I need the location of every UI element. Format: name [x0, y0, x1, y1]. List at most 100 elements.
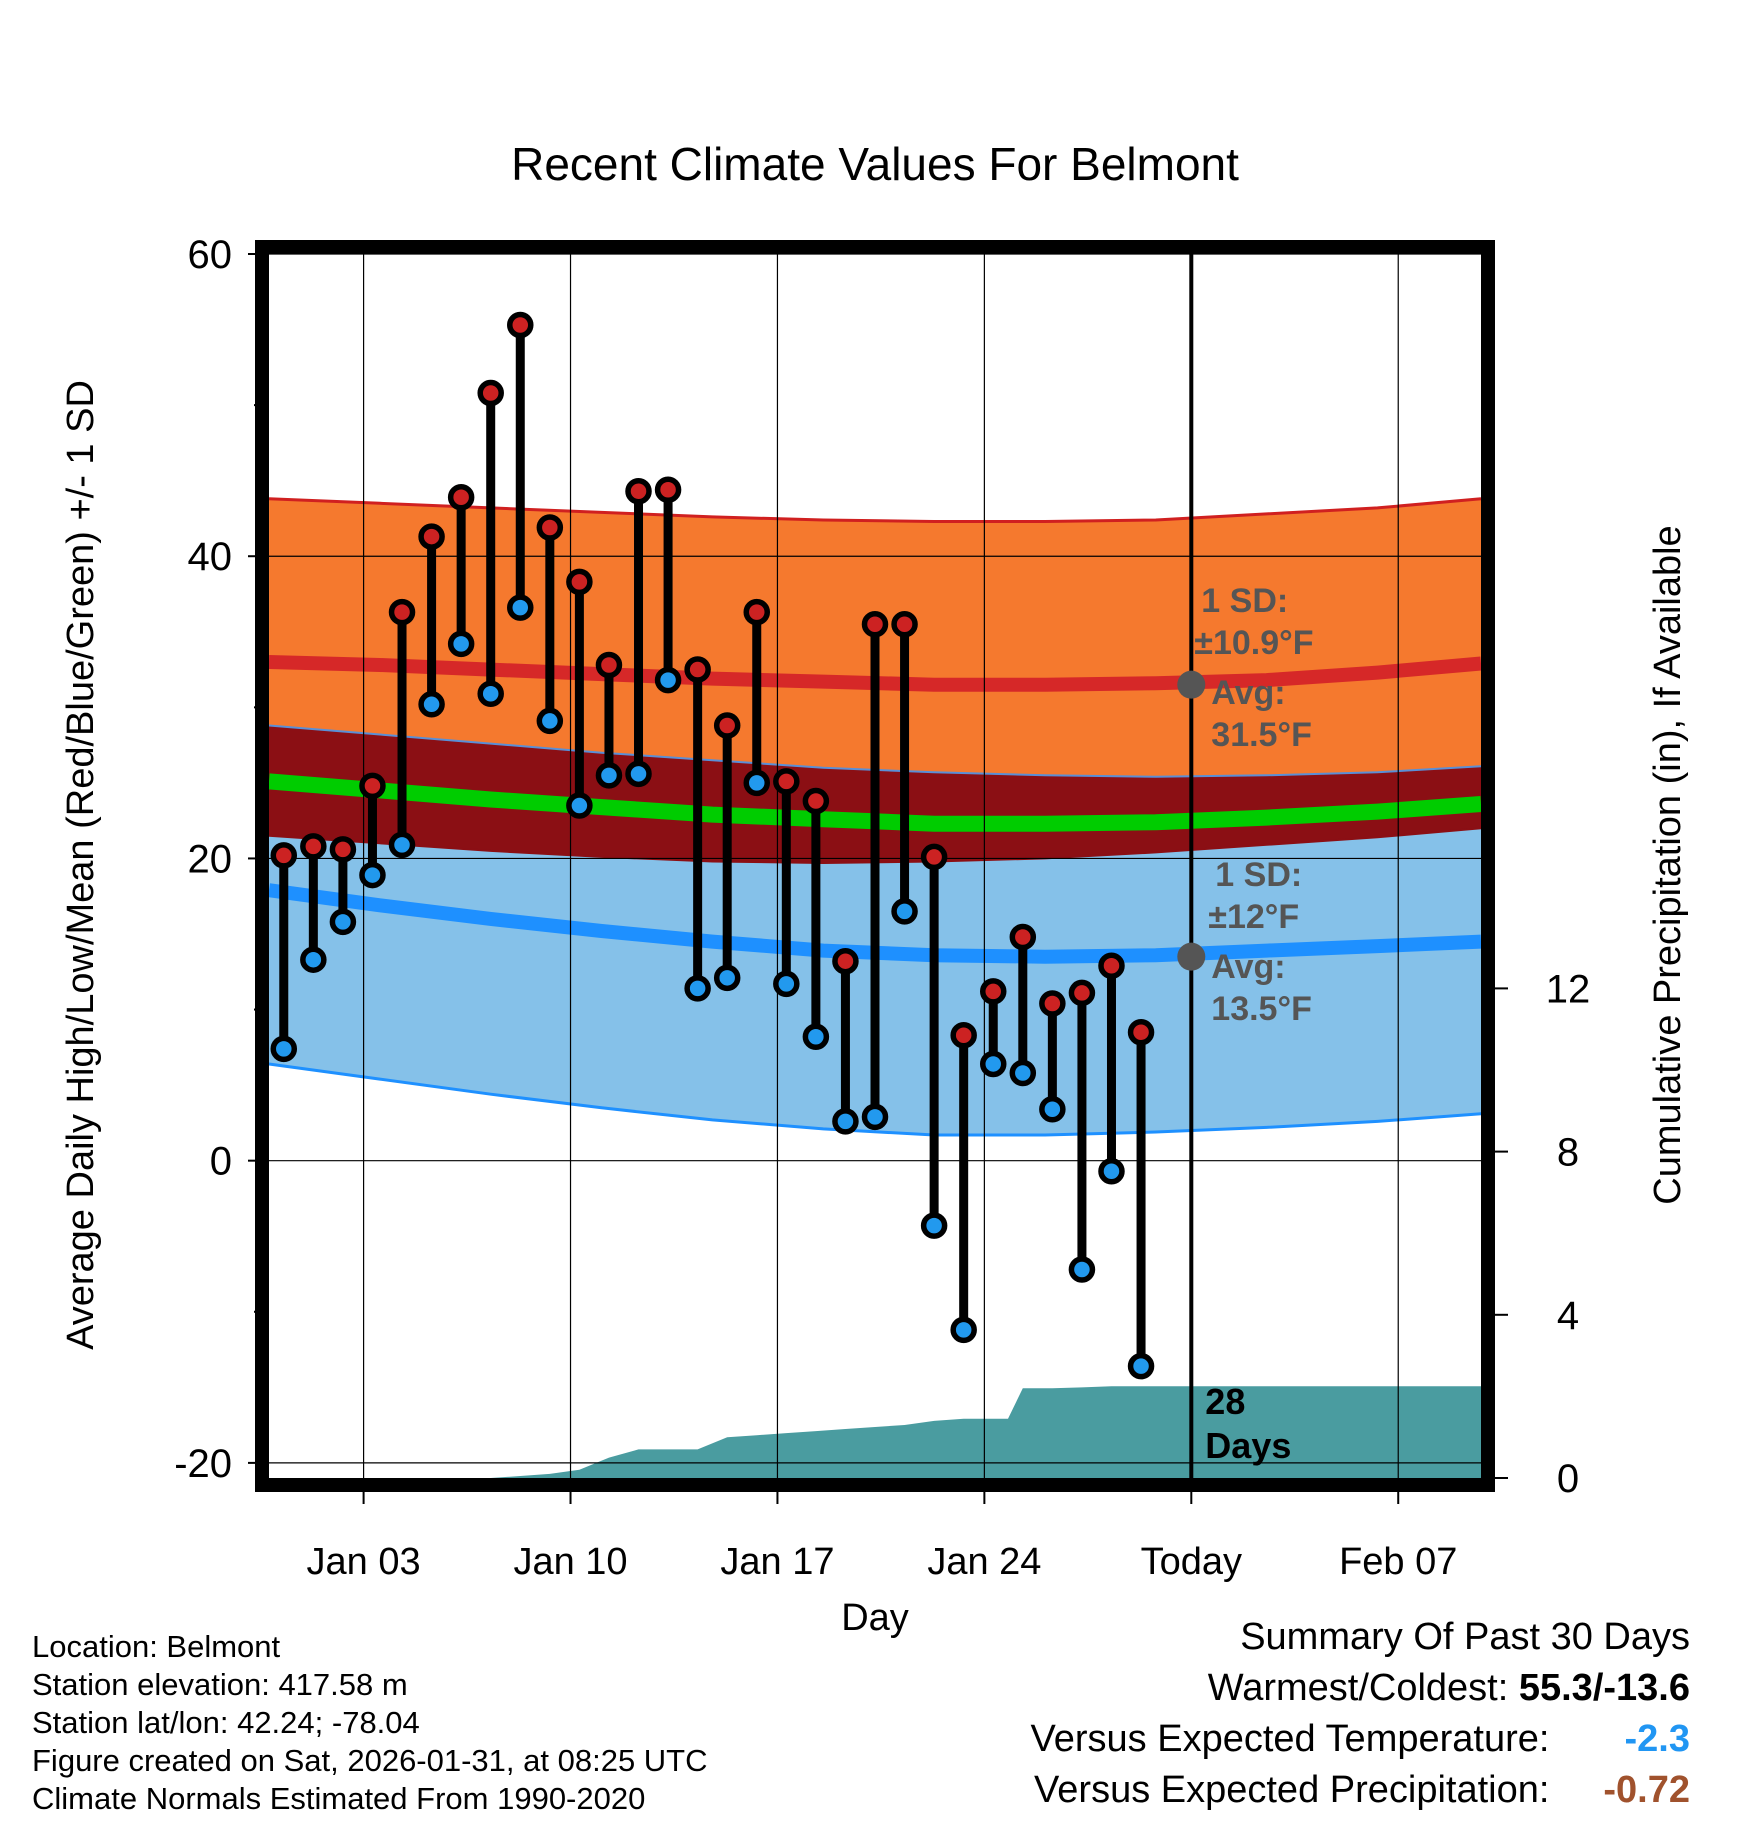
high-point	[447, 484, 475, 511]
x-tick-label: Jan 17	[720, 1541, 834, 1583]
y2-tick-label: 8	[1557, 1131, 1579, 1175]
low-point	[684, 975, 711, 1002]
y-tick-label: 40	[188, 535, 233, 579]
low-point	[329, 908, 357, 936]
precip-days-label: Days	[1205, 1425, 1291, 1466]
low-point	[861, 1103, 889, 1131]
plot-frame	[255, 240, 1495, 1492]
low-point	[388, 831, 416, 859]
low-point	[1009, 1059, 1037, 1087]
low-point	[891, 898, 918, 925]
low-point	[1039, 1096, 1066, 1123]
high-point	[625, 477, 652, 505]
high-point	[507, 311, 534, 339]
high-point	[802, 787, 830, 815]
high-point	[654, 476, 682, 503]
temp-label: Versus Expected Temperature:	[1030, 1718, 1550, 1760]
precip-label: Versus Expected Precipitation:	[1034, 1769, 1550, 1811]
low-avg-value: 13.5°F	[1211, 990, 1312, 1028]
warm-cold-label: Warmest/Coldest:	[1207, 1667, 1509, 1709]
temp-value: -2.3	[1624, 1718, 1690, 1760]
latlon-text: Station lat/lon: 42.24; -78.04	[32, 1705, 420, 1740]
low-minus-sd-line	[268, 1062, 1482, 1137]
low-point	[743, 769, 771, 797]
y2-tick-label: 0	[1557, 1457, 1579, 1501]
high-point	[743, 598, 771, 626]
high-point	[359, 772, 386, 800]
y-tick-label: 20	[188, 837, 233, 881]
high-point	[388, 598, 416, 626]
x-tick-label: Jan 03	[307, 1541, 421, 1583]
low-point	[270, 1035, 298, 1063]
y2-tick-label: 12	[1546, 967, 1591, 1011]
high-point	[329, 836, 357, 863]
precip-row: Versus Expected Precipitation: -0.72	[1031, 1765, 1690, 1816]
low-point	[713, 964, 741, 992]
high-point	[773, 768, 800, 795]
y-tick-label: -20	[174, 1442, 232, 1486]
y-tick-label: 0	[210, 1140, 232, 1184]
high-avg-label: Avg:	[1211, 674, 1285, 712]
high-point	[536, 514, 564, 541]
high-point	[920, 843, 948, 871]
low-point	[595, 762, 623, 789]
warm-cold-value: 55.3/-13.6	[1518, 1667, 1690, 1709]
high-point	[861, 610, 889, 638]
high-point	[1068, 979, 1096, 1007]
low-point	[1068, 1256, 1096, 1283]
chart-title: Recent Climate Values For Belmont	[511, 138, 1239, 190]
low-point	[979, 1050, 1007, 1078]
low-point	[1098, 1157, 1125, 1185]
high-plus-sd-line	[268, 497, 1482, 523]
y-axis-label-left: Average Daily High/Low/Mean (Red/Blue/Gr…	[60, 380, 102, 1350]
x-tick-label: Today	[1141, 1541, 1242, 1583]
low-sd-label: 1 SD:	[1215, 856, 1302, 894]
high-point	[1009, 923, 1037, 951]
temp-row: Versus Expected Temperature: -2.3	[1031, 1714, 1690, 1765]
high-point	[1127, 1018, 1155, 1046]
low-point	[507, 594, 534, 621]
low-point	[654, 666, 682, 694]
elevation-text: Station elevation: 417.58 m	[32, 1667, 408, 1702]
low-point	[477, 680, 504, 707]
low-point	[832, 1108, 859, 1135]
low-point	[418, 691, 445, 718]
low-point	[920, 1212, 948, 1239]
high-point	[418, 523, 445, 550]
x-tick-label: Jan 10	[513, 1541, 627, 1583]
low-point	[1127, 1352, 1155, 1380]
warm-cold-row: Warmest/Coldest: 55.3/-13.6	[1031, 1663, 1690, 1714]
x-tick-label: Feb 07	[1339, 1541, 1457, 1583]
low-point	[950, 1316, 977, 1344]
low-point	[773, 970, 800, 998]
location-text: Location: Belmont	[32, 1629, 281, 1664]
high-avg-value: 31.5°F	[1211, 716, 1312, 754]
high-point	[950, 1021, 977, 1049]
low-point	[447, 630, 475, 658]
x-axis-label: Day	[841, 1597, 909, 1639]
low-avg-label: Avg:	[1211, 948, 1285, 986]
summary-panel: Summary Of Past 30 Days Warmest/Coldest:…	[1031, 1612, 1690, 1816]
normals-text: Climate Normals Estimated From 1990-2020	[32, 1781, 646, 1816]
summary-title: Summary Of Past 30 Days	[1240, 1616, 1690, 1658]
low-point	[802, 1023, 830, 1051]
high-sd-value: ±10.9°F	[1194, 624, 1313, 662]
high-point	[566, 568, 593, 596]
high-point	[684, 656, 711, 683]
low-avg-marker	[1177, 942, 1206, 971]
low-point	[300, 946, 327, 973]
high-point	[1039, 990, 1066, 1017]
station-info: Location: Belmont Station elevation: 417…	[32, 1628, 708, 1818]
high-point	[270, 842, 298, 869]
high-point	[891, 610, 918, 638]
high-point	[832, 947, 859, 975]
x-tick-label: Jan 24	[927, 1541, 1041, 1583]
high-point	[713, 712, 741, 739]
precip-days-number: 28	[1205, 1381, 1245, 1422]
y-tick-label: 60	[188, 233, 233, 277]
created-text: Figure created on Sat, 2026-01-31, at 08…	[32, 1743, 708, 1778]
low-point	[625, 760, 652, 788]
high-avg-marker	[1177, 670, 1206, 699]
low-sd-value: ±12°F	[1208, 898, 1299, 936]
